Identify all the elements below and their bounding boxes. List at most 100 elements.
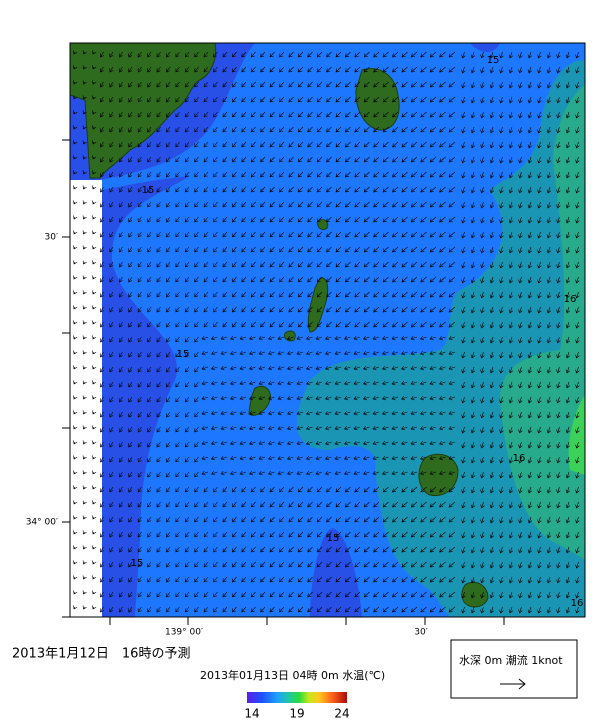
- arrow: [381, 335, 389, 341]
- arrow: [354, 96, 361, 103]
- island: [461, 581, 489, 608]
- arrow: [439, 276, 446, 283]
- arrow: [184, 336, 190, 343]
- arrow: [229, 350, 237, 356]
- lon-label: 139° 00′: [165, 628, 203, 638]
- arrow: [305, 440, 313, 446]
- arrow: [297, 546, 304, 553]
- arrow: [354, 156, 361, 163]
- arrow: [118, 396, 123, 403]
- arrow: [499, 606, 504, 614]
- arrow: [267, 380, 275, 386]
- arrow: [203, 516, 209, 523]
- arrow: [527, 171, 533, 179]
- arrow: [429, 126, 437, 133]
- arrow: [73, 110, 78, 115]
- arrow: [260, 546, 266, 553]
- arrow: [156, 561, 161, 568]
- arrow: [175, 606, 180, 613]
- arrow: [109, 81, 114, 88]
- arrow: [537, 231, 542, 239]
- arrow: [241, 111, 247, 118]
- arrow: [118, 81, 123, 88]
- arrow: [391, 440, 399, 446]
- arrow: [73, 275, 78, 280]
- arrow: [508, 501, 514, 509]
- arrow: [508, 546, 514, 554]
- arrow: [362, 350, 370, 356]
- arrow: [429, 66, 437, 73]
- arrow: [575, 216, 580, 224]
- arrow: [92, 500, 97, 505]
- arrow: [269, 291, 275, 298]
- arrow: [565, 471, 571, 479]
- arrow: [109, 111, 114, 118]
- arrow: [241, 51, 247, 58]
- arrow: [250, 531, 256, 538]
- arrow: [363, 561, 370, 568]
- arrow: [419, 410, 427, 416]
- arrow: [518, 216, 523, 224]
- arrow: [156, 486, 161, 493]
- arrow: [184, 321, 190, 328]
- arrow: [241, 276, 247, 283]
- arrow: [537, 441, 542, 449]
- arrow: [92, 260, 97, 265]
- arrow: [232, 126, 237, 133]
- arrow: [118, 96, 123, 103]
- arrow: [470, 126, 476, 134]
- arrow: [279, 141, 285, 148]
- arrow: [410, 201, 418, 208]
- arrow: [156, 411, 161, 418]
- arrow: [518, 231, 523, 239]
- arrow: [527, 141, 533, 149]
- arrow: [73, 140, 78, 145]
- arrow: [439, 111, 446, 118]
- arrow: [232, 501, 237, 508]
- arrow: [92, 605, 97, 610]
- arrow: [401, 606, 408, 613]
- arrow: [118, 441, 123, 448]
- arrow: [575, 471, 580, 479]
- arrow: [362, 470, 370, 476]
- arrow: [419, 335, 427, 341]
- arrow: [518, 456, 523, 464]
- arrow: [354, 141, 361, 148]
- arrow: [429, 591, 437, 598]
- arrow: [546, 261, 552, 269]
- arrow: [156, 501, 161, 508]
- arrow: [100, 291, 104, 298]
- arrow: [128, 81, 133, 88]
- arrow: [345, 561, 351, 568]
- arrow: [201, 380, 209, 386]
- arrow: [354, 516, 361, 523]
- arrow: [489, 456, 495, 464]
- arrow: [194, 486, 199, 493]
- arrow: [382, 66, 389, 73]
- arrow: [537, 291, 542, 299]
- arrow: [166, 96, 171, 103]
- arrow: [373, 201, 380, 208]
- arrow: [565, 261, 571, 269]
- arrow: [316, 261, 323, 268]
- arrow: [410, 291, 418, 298]
- arrow: [439, 171, 446, 178]
- arrow: [354, 246, 361, 253]
- arrow: [410, 156, 418, 163]
- arrow: [382, 231, 389, 238]
- arrow: [429, 111, 437, 118]
- arrow: [220, 350, 228, 356]
- arrow: [363, 576, 370, 583]
- arrow: [470, 531, 476, 539]
- arrow: [546, 411, 552, 419]
- arrow: [175, 231, 180, 238]
- arrow: [335, 186, 342, 193]
- arrow: [381, 455, 389, 461]
- arrow: [241, 201, 247, 208]
- arrow: [100, 111, 104, 118]
- arrow: [353, 365, 361, 371]
- arrow: [156, 111, 161, 118]
- arrow: [527, 486, 533, 494]
- arrow: [489, 246, 495, 254]
- arrow: [363, 96, 370, 103]
